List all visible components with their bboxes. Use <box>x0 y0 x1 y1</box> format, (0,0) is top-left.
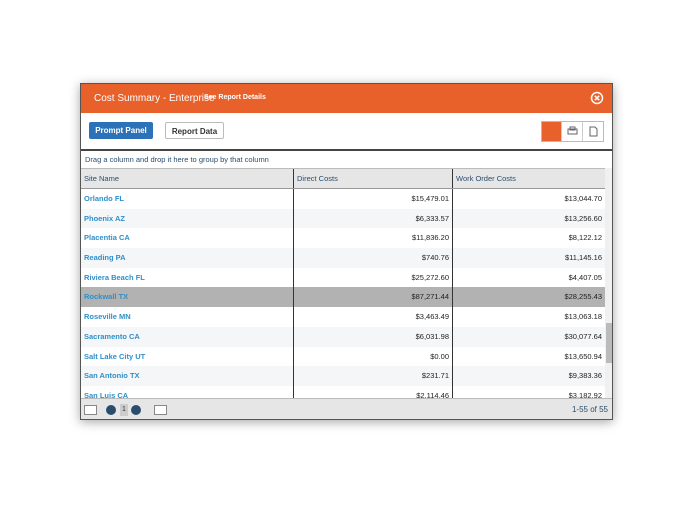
table-cell: Riviera Beach FL <box>84 272 145 282</box>
table-row[interactable]: Phoenix AZ $6,333.57 $13,256.60 <box>81 208 605 229</box>
dialog-title: Cost Summary - Enterprise <box>94 93 215 104</box>
table-row[interactable]: Sacramento CA $6,031.98 $30,077.64 <box>81 326 605 347</box>
table-cell: $2,114.46 <box>293 385 452 398</box>
group-hint: Drag a column and drop it here to group … <box>81 149 612 168</box>
table-row[interactable]: Roseville MN $3,463.49 $13,063.18 <box>81 307 605 327</box>
table-cell: Roseville MN <box>84 312 131 322</box>
record-count: 1-55 of 55 <box>571 405 608 414</box>
table-row[interactable]: Riviera Beach FL $25,272.60 $4,407.05 <box>81 267 605 288</box>
table-row[interactable]: San Luis CA $2,114.46 $3,182.92 <box>81 385 605 398</box>
table-row[interactable]: Rockwall TX $87,271.44 $28,255.43 <box>81 287 605 308</box>
page-number[interactable]: 1 <box>120 404 128 416</box>
table-cell: $3,182.92 <box>452 385 605 398</box>
column-header[interactable]: Direct Costs <box>293 169 452 188</box>
table-cell: Phoenix AZ <box>84 213 125 223</box>
table-cell: $13,650.94 <box>452 346 605 367</box>
table-row[interactable]: Reading PA $740.76 $11,145.16 <box>81 248 605 268</box>
table-cell: San Antonio TX <box>84 371 140 381</box>
table-row[interactable]: Salt Lake City UT $0.00 $13,650.94 <box>81 346 605 367</box>
prev-page-button[interactable] <box>106 405 116 415</box>
table-cell: Placentia CA <box>84 233 130 243</box>
table-cell: $11,836.20 <box>293 228 452 249</box>
column-header[interactable]: Site Name <box>84 174 120 183</box>
table-cell: $740.76 <box>293 248 452 268</box>
table-cell: $0.00 <box>293 346 452 367</box>
table-cell: Sacramento CA <box>84 331 140 341</box>
prompt-panel-button[interactable]: Prompt Panel <box>89 122 153 139</box>
table-cell: $4,407.05 <box>452 267 605 288</box>
table-cell: $13,044.70 <box>452 189 605 209</box>
table-cell: $87,271.44 <box>293 287 452 308</box>
report-details-link[interactable]: See Report Details <box>204 94 266 101</box>
table-cell: $6,031.98 <box>293 326 452 347</box>
table-header: Site Name Direct Costs Work Order Costs <box>81 168 605 189</box>
table-cell: $9,383.36 <box>452 366 605 386</box>
table-cell: $3,463.49 <box>293 307 452 327</box>
table-cell: $8,122.12 <box>452 228 605 249</box>
table-cell: Orlando FL <box>84 194 124 203</box>
table-row[interactable]: Placentia CA $11,836.20 $8,122.12 <box>81 228 605 249</box>
table-cell: $30,077.64 <box>452 326 605 347</box>
table-cell: Reading PA <box>84 253 126 263</box>
export-button[interactable] <box>542 122 561 141</box>
table-cell: $13,256.60 <box>452 208 605 229</box>
next-page-button[interactable] <box>131 405 141 415</box>
scrollbar[interactable] <box>605 168 612 398</box>
first-page-button[interactable] <box>84 405 97 415</box>
table-cell: $15,479.01 <box>293 189 452 209</box>
toolbar-icons <box>541 121 604 142</box>
table-body: Orlando FL $15,479.01 $13,044.70 Phoenix AZ… <box>81 189 605 398</box>
table-row[interactable]: San Antonio TX $231.71 $9,383.36 <box>81 366 605 386</box>
close-button[interactable] <box>590 91 604 105</box>
dialog-header: Cost Summary - Enterprise See Report Det… <box>81 84 612 113</box>
table-row[interactable]: Orlando FL $15,479.01 $13,044.70 <box>81 189 605 209</box>
table-cell: $28,255.43 <box>452 287 605 308</box>
last-page-button[interactable] <box>154 405 167 415</box>
table-cell: San Luis CA <box>84 390 129 398</box>
report-data-button[interactable]: Report Data <box>165 122 224 139</box>
table-cell: Rockwall TX <box>84 292 129 302</box>
table-cell: $6,333.57 <box>293 208 452 229</box>
table-cell: $11,145.16 <box>452 248 605 268</box>
dialog: Cost Summary - Enterprise See Report Det… <box>80 83 613 420</box>
table-cell: $25,272.60 <box>293 267 452 288</box>
table-cell: $231.71 <box>293 366 452 386</box>
pager: 1 1-55 of 55 <box>81 398 612 419</box>
print-button[interactable] <box>561 122 582 141</box>
table-cell: $13,063.18 <box>452 307 605 327</box>
save-button[interactable] <box>582 122 603 141</box>
column-header[interactable]: Work Order Costs <box>452 169 605 188</box>
scroll-thumb[interactable] <box>606 323 612 363</box>
table-cell: Salt Lake City UT <box>84 351 146 361</box>
